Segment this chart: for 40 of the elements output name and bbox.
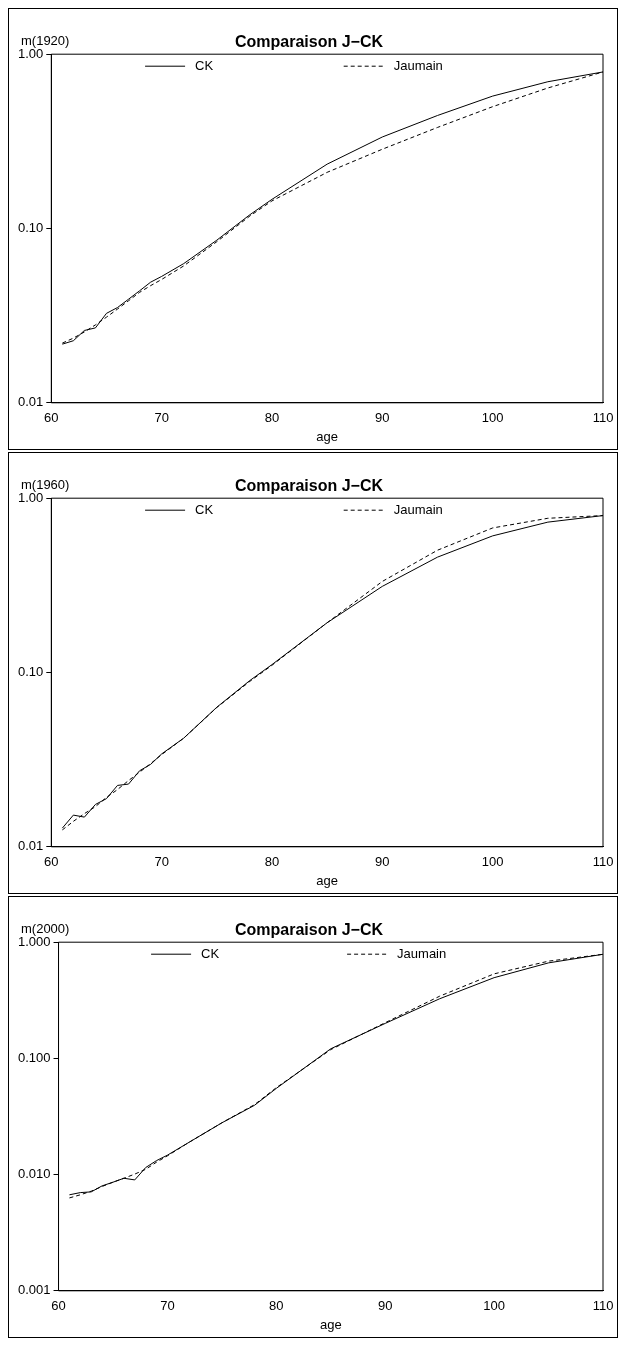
y-tick-label: 0.10 (17, 664, 44, 680)
x-tick-label: 110 (592, 1298, 614, 1314)
legend-label: Jaumain (393, 501, 443, 517)
x-tick-label: 90 (377, 1298, 393, 1314)
x-tick-label: 110 (592, 854, 614, 870)
legend-label: Jaumain (397, 945, 447, 961)
x-tick-label: 100 (481, 854, 504, 870)
x-tick-label: 70 (154, 854, 169, 870)
legend-label: CK (195, 57, 214, 73)
x-axis-title: age (316, 428, 338, 444)
y-axis-title: m(2000) (21, 921, 70, 937)
chart-title: Comparaison J−CK (234, 33, 384, 51)
y-axis-title: m(1920) (21, 33, 70, 49)
y-axis-title: m(1960) (21, 477, 70, 493)
x-tick-label: 70 (154, 410, 169, 426)
chart-title: Comparaison J−CK (234, 477, 384, 495)
x-tick-label: 60 (44, 410, 59, 426)
legend-label: CK (201, 945, 220, 961)
x-tick-label: 100 (481, 410, 504, 426)
x-tick-label: 90 (375, 854, 390, 870)
y-tick-label: 0.01 (17, 838, 44, 854)
x-tick-label: 70 (160, 1298, 175, 1314)
y-tick-label: 0.10 (17, 220, 44, 236)
x-axis-title: age (316, 872, 338, 888)
x-tick-label: 80 (264, 410, 280, 426)
x-tick-label: 110 (592, 410, 614, 426)
y-tick-label: 0.010 (17, 1166, 51, 1182)
x-tick-label: 60 (51, 1298, 66, 1314)
legend-label: CK (195, 501, 214, 517)
x-tick-label: 80 (269, 1298, 284, 1314)
y-tick-label: 0.01 (17, 394, 44, 410)
y-tick-label: 0.001 (17, 1282, 51, 1298)
y-tick-label: 0.100 (17, 1049, 51, 1065)
legend-label: Jaumain (393, 57, 443, 73)
x-tick-label: 90 (375, 410, 390, 426)
x-axis-title: age (319, 1316, 342, 1332)
x-tick-label: 60 (44, 854, 59, 870)
x-tick-label: 80 (264, 854, 280, 870)
chart-title: Comparaison J−CK (234, 921, 384, 939)
x-tick-label: 100 (483, 1298, 505, 1314)
